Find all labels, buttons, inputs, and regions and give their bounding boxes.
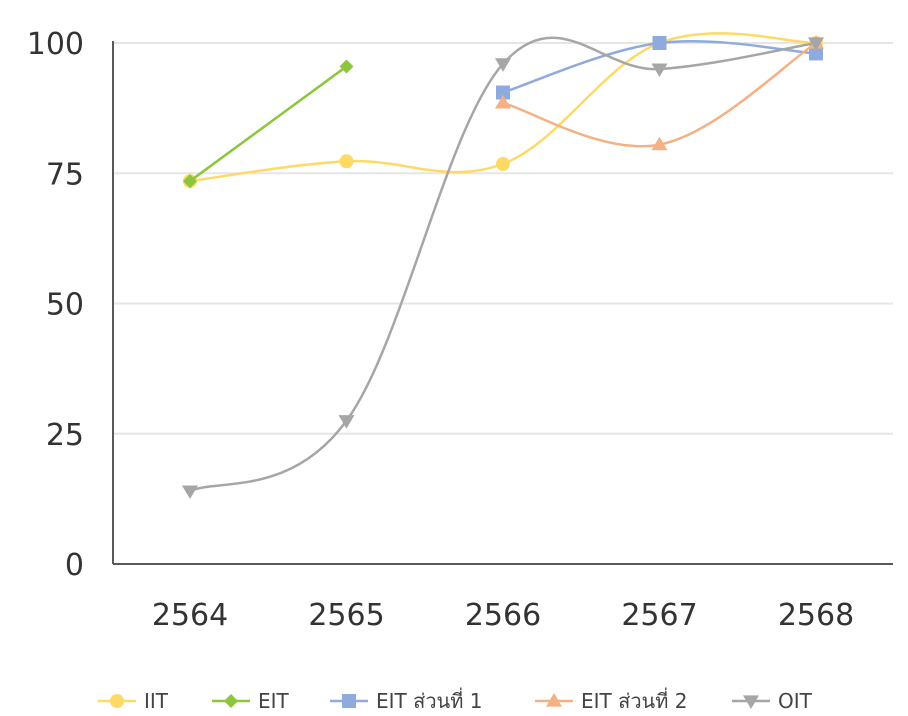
data-point-4-2566 <box>495 58 511 72</box>
series-line-4 <box>189 36 817 493</box>
series-lines <box>182 32 824 500</box>
series-2 <box>496 36 823 100</box>
series-1 <box>183 59 354 189</box>
x-tick-label-2568: 2568 <box>778 598 854 633</box>
legend-marker-0 <box>110 694 124 708</box>
y-tick-label-0: 0 <box>65 548 84 583</box>
data-point-3-2567 <box>651 136 668 151</box>
legend-marker-1 <box>224 694 238 708</box>
legend-label-3: EIT ส่วนที่ 2 <box>581 687 687 713</box>
y-tick-label-100: 100 <box>27 27 84 62</box>
series-4 <box>182 36 824 500</box>
legend-marker-4 <box>743 695 759 709</box>
x-tick-label-2565: 2565 <box>308 598 384 633</box>
axes: 0 25 50 75 100 2564 2565 2566 2567 2568 <box>27 27 893 633</box>
series-line-3 <box>502 41 817 148</box>
data-point-2-2567 <box>652 36 667 50</box>
x-tick-label-2566: 2566 <box>465 598 541 633</box>
legend-item-0: IIT <box>98 689 169 713</box>
legend: IIT EIT EIT ส่วนที่ 1 EIT ส่วนที่ 2 OIT <box>98 687 813 713</box>
x-tick-label-2564: 2564 <box>152 598 228 633</box>
data-point-4-2565 <box>338 415 355 429</box>
data-point-4-2567 <box>651 63 668 78</box>
data-point-1-2564 <box>183 174 197 189</box>
legend-label-1: EIT <box>258 689 290 713</box>
data-point-2-2566 <box>496 85 510 100</box>
legend-item-3: EIT ส่วนที่ 2 <box>535 687 687 713</box>
legend-marker-2 <box>342 694 356 708</box>
legend-label-0: IIT <box>144 689 169 713</box>
data-point-0-2566 <box>496 156 510 171</box>
data-point-0-2565 <box>339 154 354 169</box>
data-point-3-2566 <box>495 94 511 109</box>
legend-label-2: EIT ส่วนที่ 1 <box>376 687 482 713</box>
data-point-1-2565 <box>339 59 354 74</box>
y-tick-label-75: 75 <box>46 157 84 192</box>
data-point-2-2568 <box>809 46 823 61</box>
legend-item-1: EIT <box>212 689 290 713</box>
legend-marker-3 <box>546 693 562 707</box>
legend-item-4: OIT <box>732 689 813 713</box>
legend-item-2: EIT ส่วนที่ 1 <box>330 687 482 713</box>
x-tick-label-2567: 2567 <box>621 598 697 633</box>
series-line-1 <box>189 65 348 183</box>
y-tick-label-50: 50 <box>46 288 84 323</box>
y-tick-label-25: 25 <box>46 418 84 453</box>
data-point-4-2568 <box>808 37 824 51</box>
legend-label-4: OIT <box>778 689 813 713</box>
data-point-4-2564 <box>182 485 198 500</box>
